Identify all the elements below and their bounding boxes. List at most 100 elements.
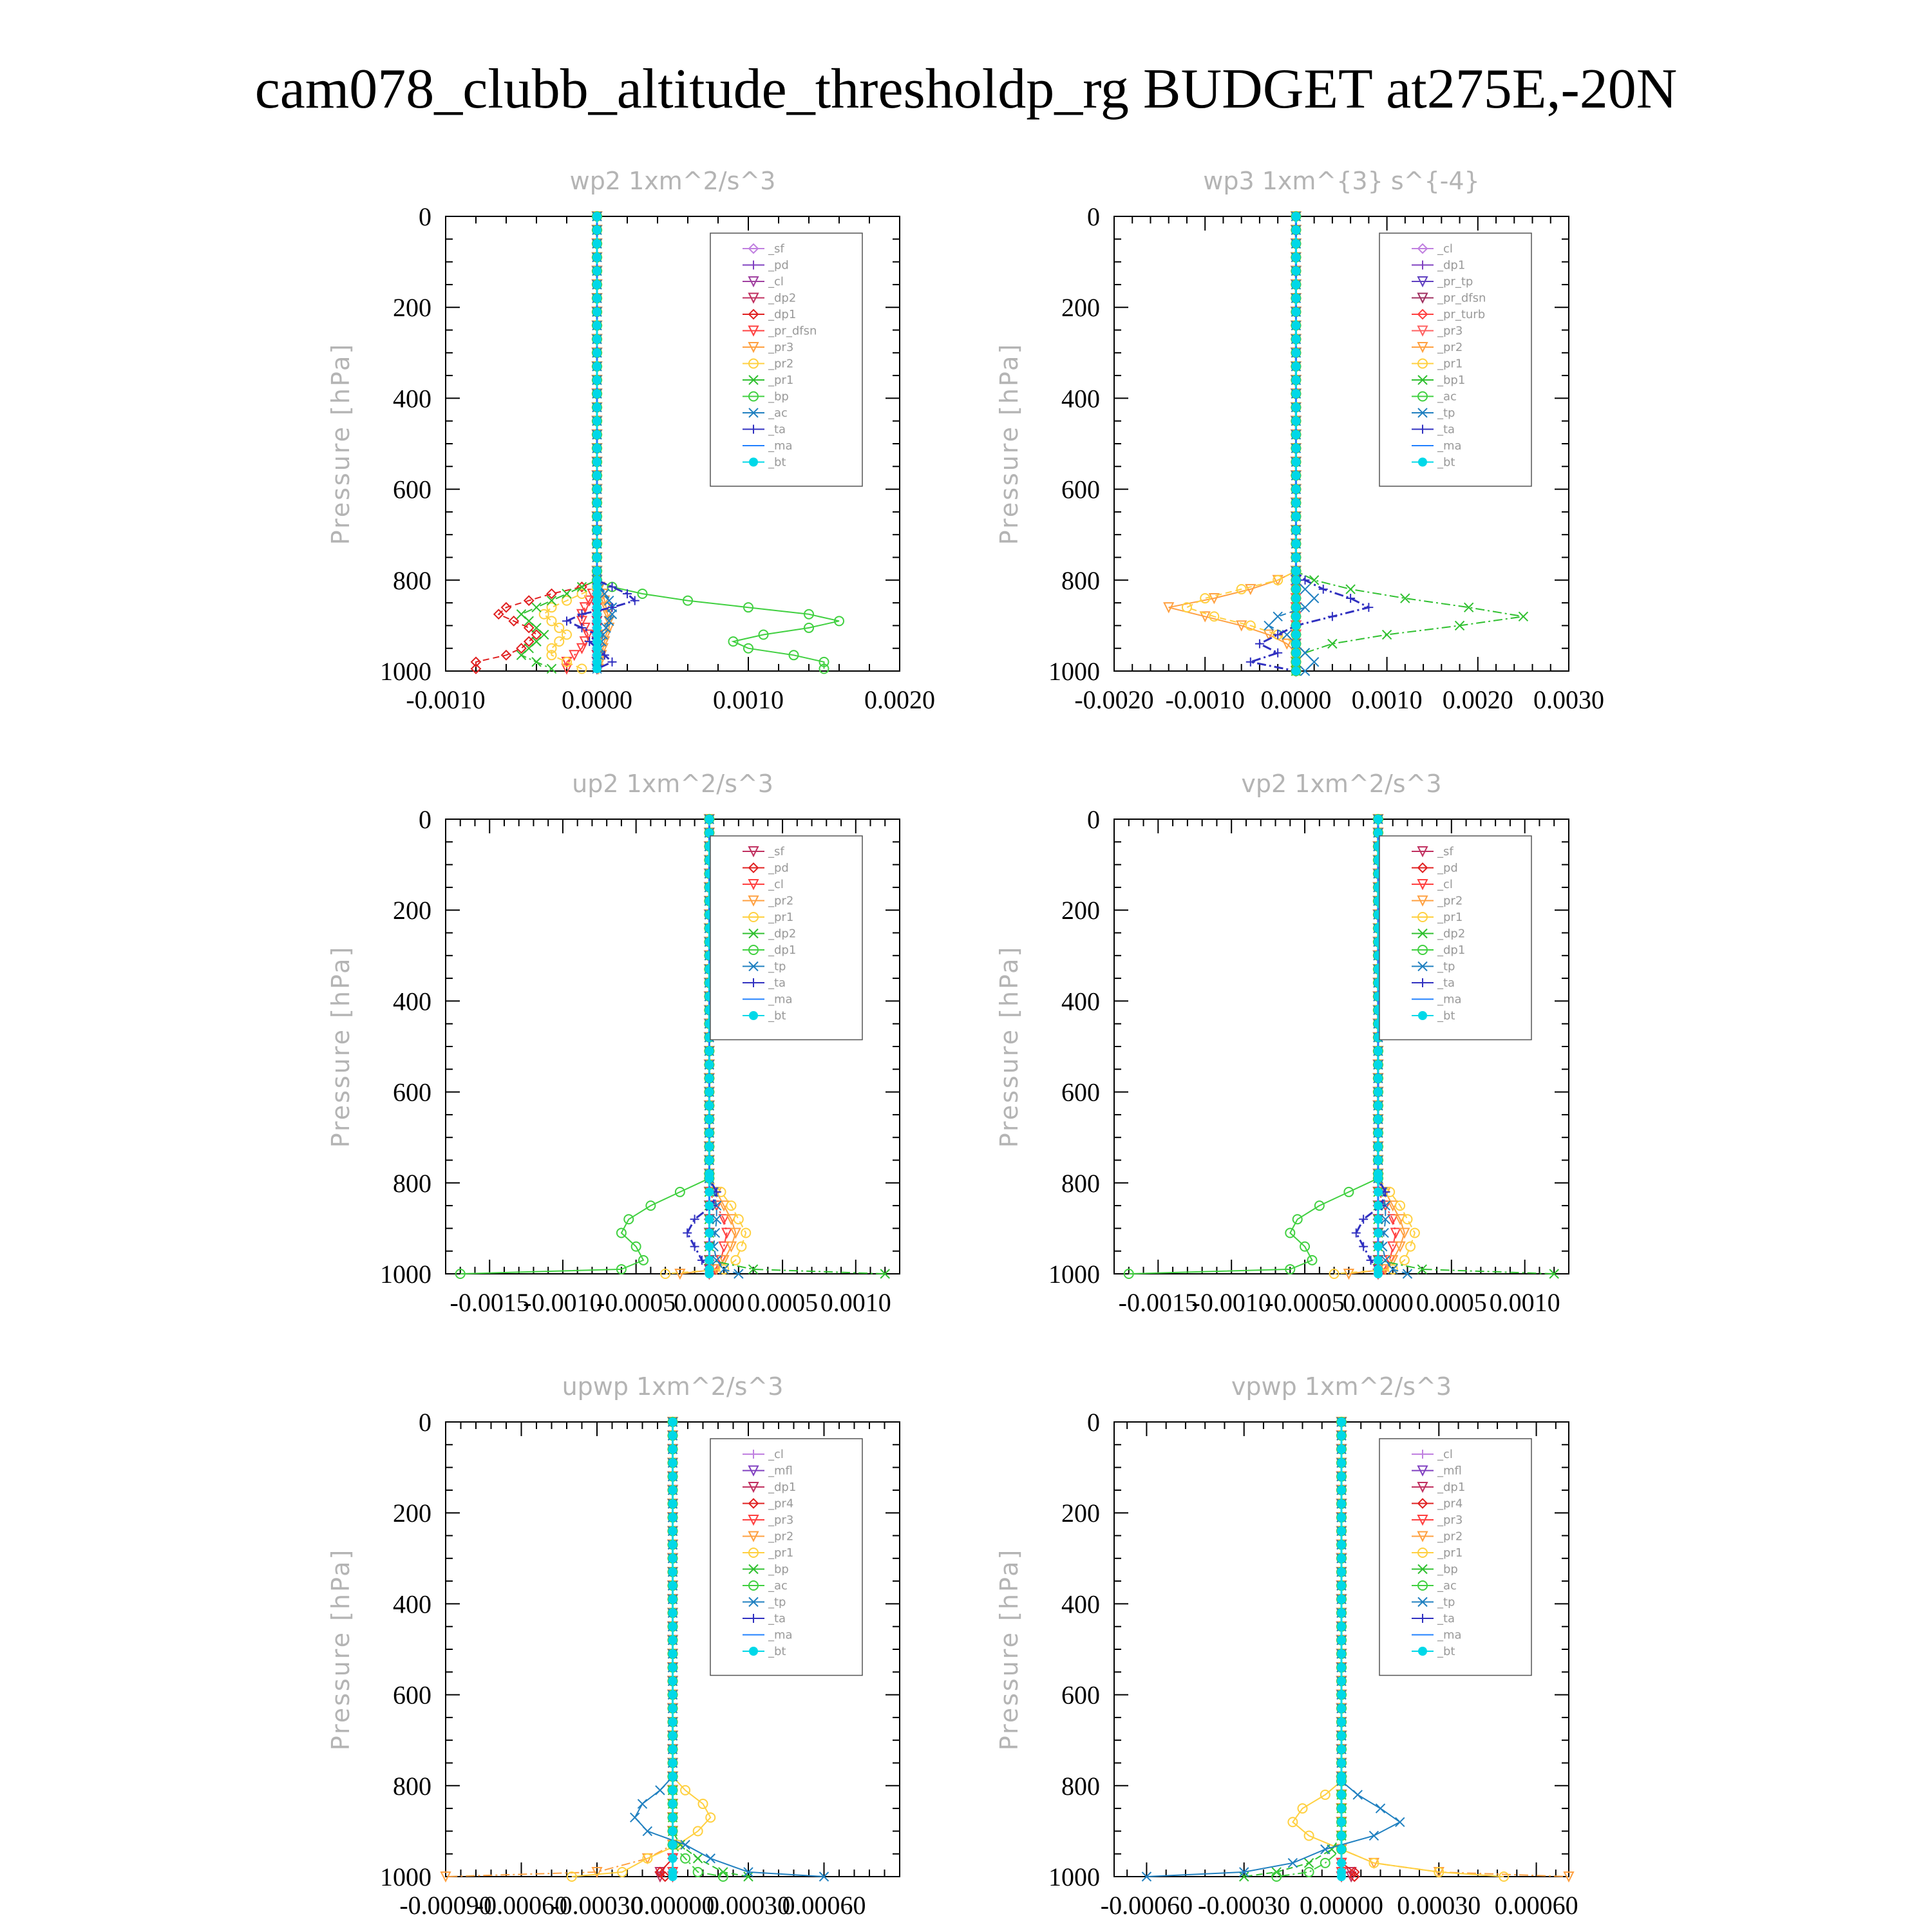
y-tick-label: 1000	[380, 1862, 431, 1891]
data-point	[1337, 1703, 1346, 1713]
x-tick-label: -0.0020	[1074, 685, 1153, 714]
legend-marker	[748, 325, 759, 337]
y-tick-label: 600	[1061, 475, 1100, 504]
data-point	[1307, 1255, 1318, 1265]
data-point	[719, 1264, 729, 1274]
data-point	[1303, 1858, 1314, 1868]
data-point	[516, 650, 527, 660]
data-point	[592, 279, 601, 289]
data-point	[1345, 1871, 1357, 1883]
y-tick-label: 200	[1061, 1499, 1100, 1528]
legend-label: _cl	[768, 878, 784, 891]
legend-marker	[749, 260, 758, 270]
data-point	[1373, 1215, 1383, 1224]
data-point	[1327, 612, 1337, 621]
data-point	[1390, 1227, 1401, 1239]
data-point	[592, 575, 601, 585]
data-point	[1300, 1241, 1311, 1252]
legend-marker	[748, 1465, 759, 1477]
legend-label: _dp1	[768, 1481, 796, 1494]
legend-marker	[1417, 961, 1428, 972]
data-point	[1291, 594, 1301, 603]
data-point	[1320, 1789, 1331, 1800]
data-point	[591, 1866, 603, 1879]
series-bt	[668, 1417, 677, 1881]
data-point	[697, 1799, 708, 1810]
data-point	[668, 1703, 677, 1713]
x-tick-label: 0.00030	[706, 1891, 790, 1920]
legend-label: _ta	[768, 1612, 786, 1625]
data-point	[576, 588, 587, 599]
data-point	[726, 1200, 737, 1211]
series-line	[460, 819, 710, 1274]
panel-title: up2 1xm^2/s^3	[572, 770, 773, 798]
data-point	[705, 1853, 715, 1864]
series-dp1	[470, 211, 603, 674]
data-point	[819, 663, 829, 674]
data-point	[730, 1255, 741, 1265]
legend-label: _dp1	[768, 943, 796, 957]
data-point	[728, 636, 739, 647]
data-point	[1454, 620, 1465, 631]
data-point	[1463, 602, 1474, 612]
series-bt	[1337, 1417, 1346, 1881]
legend-label: _pr1	[1437, 1546, 1463, 1560]
data-point	[880, 1269, 890, 1279]
legend-label: _dp2	[768, 927, 796, 941]
data-point	[668, 1485, 677, 1495]
legend-label: _ta	[1437, 423, 1455, 437]
data-point	[1373, 1155, 1383, 1165]
x-tick-label: 0.0000	[562, 685, 632, 714]
data-point	[592, 511, 601, 521]
x-tick-label: -0.00060	[1101, 1891, 1193, 1920]
legend-label: _ma	[768, 1629, 793, 1642]
data-point	[668, 1513, 677, 1522]
data-point	[566, 1871, 577, 1882]
data-point	[705, 1087, 714, 1097]
legend-box	[1379, 1438, 1532, 1676]
data-point	[717, 1871, 728, 1882]
data-point	[668, 1567, 677, 1577]
data-point	[1245, 620, 1256, 631]
data-point	[592, 430, 601, 439]
legend-label: _tp	[1437, 1596, 1455, 1609]
data-point	[607, 603, 617, 612]
data-point	[1236, 583, 1247, 594]
data-point	[1141, 1871, 1152, 1882]
legend-marker	[1417, 928, 1428, 939]
data-point	[592, 471, 601, 480]
data-point	[582, 629, 594, 641]
data-point	[592, 609, 601, 619]
data-point	[1405, 1241, 1416, 1252]
legend-label: _pr2	[768, 1530, 793, 1544]
legend-marker	[748, 1596, 759, 1607]
data-point	[531, 629, 542, 640]
legend: _sf _pd _cl _pr2 _pr1 _dp2 _dp1 _tp _ta _ma _bt	[1379, 835, 1532, 1041]
legend-label: _pr1	[1437, 357, 1463, 371]
legend-label: _cl	[768, 1448, 784, 1461]
series-line	[571, 1422, 712, 1877]
data-point	[1337, 1858, 1346, 1868]
data-point	[554, 622, 565, 633]
legend-marker	[1417, 1596, 1428, 1607]
data-point	[1291, 539, 1301, 549]
data-point	[1349, 1866, 1360, 1878]
data-point	[1373, 1242, 1383, 1251]
data-point	[1291, 212, 1301, 221]
legend-label: _pr_turb	[1437, 308, 1485, 321]
data-point	[1303, 1830, 1314, 1841]
data-point	[1352, 1790, 1363, 1800]
data-point	[668, 1635, 677, 1645]
data-point	[705, 1228, 714, 1238]
legend-label: _bp	[768, 390, 789, 404]
x-tick-label: -0.0010	[1166, 685, 1245, 714]
data-point	[1123, 1269, 1134, 1279]
legend-label: _tp	[768, 1596, 786, 1609]
legend-label: _ta	[1437, 1612, 1455, 1625]
legend-label: _pr2	[768, 895, 793, 908]
data-point	[576, 643, 588, 654]
data-point	[668, 1731, 677, 1741]
data-point	[1291, 389, 1301, 399]
data-point	[668, 1853, 677, 1863]
data-point	[1345, 584, 1356, 594]
